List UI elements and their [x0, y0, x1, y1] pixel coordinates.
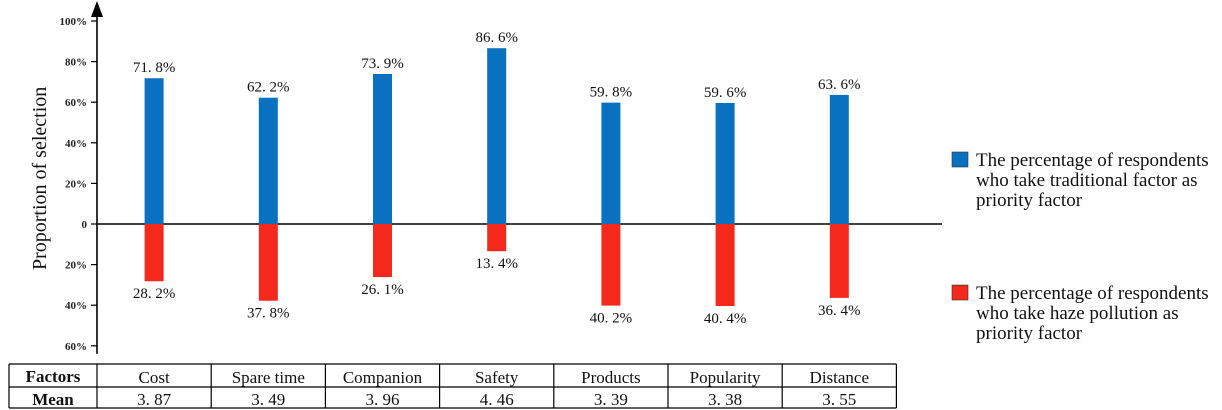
bar-traditional [601, 102, 621, 224]
legend-text-haze: who take haze pollution as [976, 303, 1179, 324]
legend-swatch-traditional [951, 151, 969, 168]
category-label: Distance [810, 368, 869, 387]
value-label-traditional: 59. 6% [704, 85, 747, 101]
factors-table: Factors Mean Cost 3. 87 Spare time 3. 49 Compa… [8, 363, 898, 409]
value-label-haze: 36. 4% [818, 303, 861, 319]
value-label-traditional: 62. 2% [247, 80, 290, 96]
value-label-haze: 13. 4% [475, 256, 518, 272]
bar-traditional [829, 94, 849, 224]
value-label-haze: 26. 1% [361, 282, 404, 298]
value-labels: 71. 8% 28. 2% 62. 2% 37. 8% 73. 9% 26. 1% 86. … [133, 30, 861, 327]
category-label: Products [581, 368, 641, 387]
y-tick-label: 100% [60, 16, 88, 28]
category-label: Spare time [232, 368, 305, 387]
bar-traditional [144, 78, 164, 224]
y-tick-label: 60% [65, 97, 87, 109]
y-tick-label: 80% [65, 57, 87, 69]
y-axis-title: Proportion of selection [29, 87, 51, 270]
table-mean-header: Mean [32, 390, 74, 409]
y-tick-label: 20% [65, 260, 87, 272]
legend-text-traditional: who take traditional factor as [976, 170, 1198, 191]
bar-traditional [715, 103, 735, 224]
category-label: Cost [139, 368, 170, 387]
mean-value: 3. 39 [594, 390, 628, 409]
bar-haze [144, 224, 164, 282]
bar-haze [487, 224, 507, 252]
legend-text-traditional: The percentage of respondents [976, 150, 1209, 171]
legend-text-traditional: priority factor [976, 190, 1083, 211]
bar-haze [258, 224, 278, 301]
y-axis-arrow [91, 1, 103, 17]
category-label: Popularity [690, 368, 761, 387]
value-label-traditional: 86. 6% [475, 30, 518, 46]
value-label-traditional: 71. 8% [133, 60, 176, 76]
axes: 100% 80% 60% 40% 20% 0 20% 40% 60% Proportion of … [29, 1, 942, 354]
mean-value: 4. 46 [480, 390, 514, 409]
y-tick-label: 60% [65, 341, 87, 353]
value-label-haze: 40. 4% [704, 311, 747, 327]
bar-haze [715, 224, 735, 307]
legend-swatch-haze [951, 284, 969, 301]
bar-traditional [373, 73, 392, 224]
value-label-traditional: 59. 8% [590, 85, 633, 101]
bar-traditional [258, 97, 278, 224]
bar-traditional [487, 48, 507, 225]
category-label: Safety [475, 368, 519, 387]
bar-haze [829, 224, 849, 298]
value-label-traditional: 73. 9% [361, 56, 404, 72]
y-tick-label: 0 [82, 219, 88, 231]
bar-haze [601, 224, 621, 306]
mean-value: 3. 49 [251, 390, 285, 409]
legend-text-haze: The percentage of respondents [976, 283, 1209, 304]
y-tick-label: 20% [65, 178, 87, 190]
mean-value: 3. 55 [822, 390, 856, 409]
y-tick-label: 40% [65, 138, 87, 150]
value-label-haze: 28. 2% [133, 286, 176, 302]
legend-text-haze: priority factor [976, 323, 1083, 344]
value-label-haze: 37. 8% [247, 306, 290, 322]
value-label-traditional: 63. 6% [818, 77, 861, 93]
bars [144, 48, 849, 307]
table-factors-header: Factors [26, 367, 81, 386]
mean-value: 3. 87 [137, 390, 172, 409]
y-tick-label: 40% [65, 300, 87, 312]
mean-value: 3. 38 [708, 390, 742, 409]
value-label-haze: 40. 2% [590, 311, 633, 327]
bar-haze [373, 224, 392, 277]
mean-value: 3. 96 [366, 390, 400, 409]
category-label: Companion [343, 368, 423, 387]
